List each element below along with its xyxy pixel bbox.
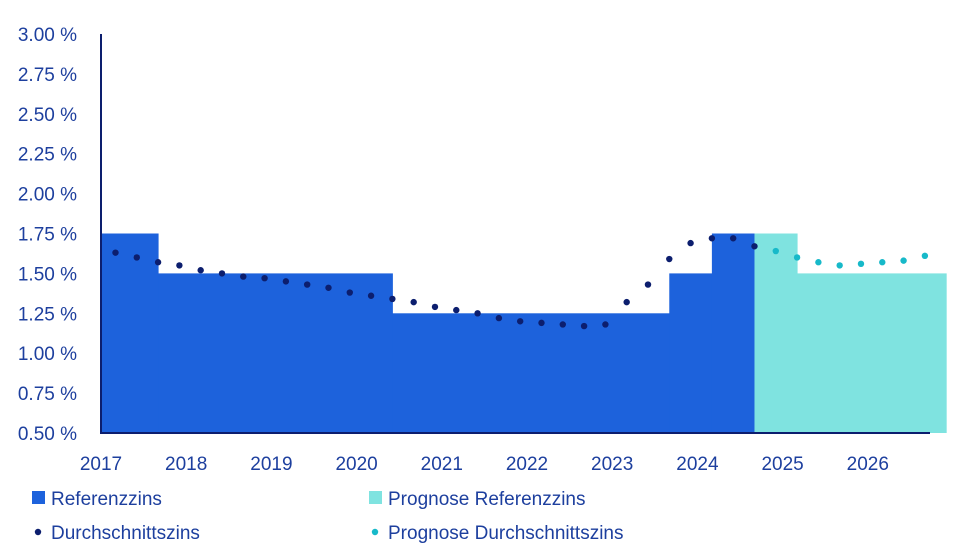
durchschnittszins-dot-24	[623, 298, 630, 306]
legend-dot-3	[371, 528, 379, 536]
legend: Referenzzins Prognose Referenzzins Durchsc…	[32, 489, 624, 544]
y-tick-label: 2.75 %	[18, 65, 77, 86]
legend-label-2: Durchschnittszins	[51, 523, 200, 544]
durchschnittszins-dot-2	[154, 259, 162, 266]
durchschnittszins-dot-18	[495, 314, 503, 322]
x-tick-label: 2023	[591, 454, 633, 475]
legend-swatch-0	[32, 491, 45, 504]
durchschnittszins-dot-9	[303, 281, 311, 288]
durchschnittszins-dot-5	[218, 270, 226, 277]
durchschnittszins-dot-17	[474, 310, 481, 317]
durchschnittszins-dot-7	[261, 274, 268, 282]
prognose-durchschnittszins-dot-6	[900, 257, 907, 264]
legend-label-0: Referenzzins	[51, 489, 162, 510]
durchschnittszins-dot-21	[559, 321, 566, 328]
durchschnittszins-dot-19	[516, 318, 524, 325]
x-tick-label: 2019	[250, 454, 292, 475]
x-tick-labels: 2017 2018 2019 2020 2021 2022 2023 2024 2025 2026	[80, 454, 889, 475]
referenzzins-step-1	[158, 273, 393, 433]
durchschnittszins-dot-8	[282, 278, 290, 285]
durchschnittszins-dot-3	[176, 262, 183, 269]
durchschnittszins-dot-4	[197, 267, 204, 274]
durchschnittszins-dot-22	[580, 322, 588, 330]
step-areas	[101, 233, 947, 433]
durchschnittszins-dot-28	[708, 235, 716, 242]
durchschnittszins-dot-10	[325, 284, 332, 291]
y-tick-label: 2.25 %	[18, 145, 77, 166]
durchschnittszins-dot-20	[538, 319, 545, 327]
y-tick-label: 3.00 %	[18, 25, 77, 46]
prognose-durchschnittszins-dot-2	[815, 259, 822, 266]
durchschnittszins-dot-13	[389, 295, 396, 303]
prognose-referenzzins-step-1	[797, 273, 947, 433]
legend-swatch-1	[369, 491, 382, 504]
prognose-durchschnittszins-dot-7	[921, 252, 929, 260]
durchschnittszins-dot-12	[367, 292, 375, 299]
prognose-durchschnittszins-dot-1	[793, 254, 801, 261]
durchschnittszins-dot-26	[666, 255, 673, 263]
prognose-durchschnittszins-dot-4	[857, 260, 865, 268]
x-tick-label: 2020	[335, 454, 377, 475]
durchschnittszins-dot-11	[346, 289, 353, 296]
x-tick-label: 2024	[676, 454, 719, 475]
durchschnittszins-dot-6	[240, 273, 247, 280]
y-tick-label: 0.75 %	[18, 384, 77, 405]
referenzzins-step-0	[101, 233, 159, 433]
y-tick-label: 0.50 %	[18, 424, 77, 445]
legend-dot-2	[34, 528, 42, 536]
x-tick-label: 2021	[421, 454, 463, 475]
prognose-durchschnittszins-dot-5	[879, 259, 886, 266]
durchschnittszins-dot-29	[729, 235, 737, 242]
prognose-durchschnittszins-dot-3	[836, 262, 843, 269]
prognose-durchschnittszins-dot-0	[772, 247, 779, 255]
x-tick-label: 2018	[165, 454, 207, 475]
durchschnittszins-dot-25	[644, 281, 652, 288]
y-tick-label: 1.25 %	[18, 304, 77, 325]
x-tick-label: 2026	[847, 454, 889, 475]
durchschnittszins-dot-30	[751, 243, 758, 250]
y-tick-label: 1.50 %	[18, 264, 77, 285]
referenzzins-step-2	[392, 313, 670, 433]
durchschnittszins-dot-23	[602, 321, 609, 328]
y-tick-labels: 3.00 % 2.75 % 2.50 % 2.25 % 2.00 % 1.75 % 1.50…	[18, 25, 77, 445]
legend-label-1: Prognose Referenzzins	[388, 489, 586, 510]
dot-series	[112, 235, 929, 330]
x-tick-label: 2025	[761, 454, 803, 475]
x-tick-label: 2022	[506, 454, 548, 475]
durchschnittszins-dot-0	[112, 249, 119, 256]
durchschnittszins-dot-14	[410, 298, 417, 306]
durchschnittszins-dot-1	[133, 254, 140, 261]
y-tick-label: 2.50 %	[18, 105, 77, 126]
referenzzins-step-4	[711, 233, 755, 433]
prognose-referenzzins-step-0	[754, 233, 798, 433]
axes	[100, 34, 930, 434]
y-tick-label: 1.00 %	[18, 344, 77, 365]
legend-label-3: Prognose Durchschnittszins	[388, 523, 624, 544]
referenzzins-step-3	[669, 273, 713, 433]
durchschnittszins-dot-16	[453, 306, 460, 314]
durchschnittszins-dot-27	[687, 239, 694, 247]
y-tick-label: 1.75 %	[18, 225, 77, 246]
x-tick-label: 2017	[80, 454, 122, 475]
y-tick-label: 2.00 %	[18, 185, 77, 206]
durchschnittszins-dot-15	[431, 303, 439, 311]
